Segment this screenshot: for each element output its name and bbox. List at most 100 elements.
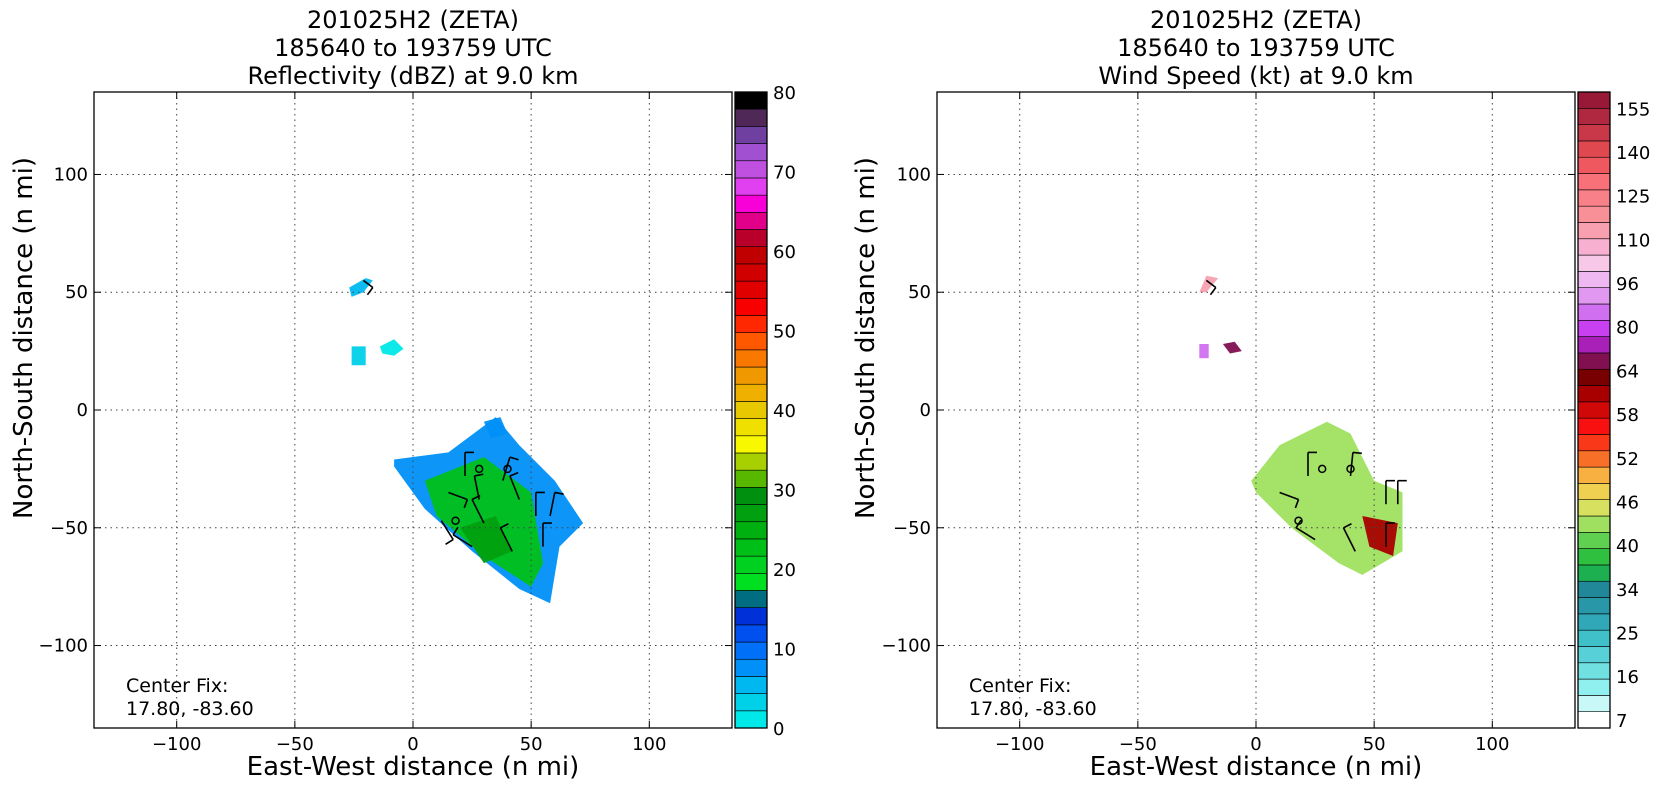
y-tick-label: 0 [920, 400, 931, 421]
colorbar-segment [1577, 91, 1611, 109]
colorbar-segment [1577, 532, 1611, 549]
colorbar-frame [734, 91, 768, 729]
wind-barb-shaft [362, 279, 374, 289]
colorbar-segment [734, 280, 768, 299]
colorbar-segment [1577, 564, 1611, 582]
wind-barb-shaft [471, 499, 485, 524]
colorbar-segment [1577, 662, 1611, 680]
colorbar-tick-label: 0 [773, 719, 784, 740]
colorbar-segment [734, 469, 768, 488]
colorbar-segment [1577, 450, 1611, 468]
calm-wind-marker [1317, 464, 1327, 474]
wind-barb [499, 523, 513, 552]
colorbar-segment [734, 504, 768, 523]
wind-barb-flag [509, 471, 519, 477]
echo-region [1222, 341, 1242, 354]
colorbar-segment [734, 418, 768, 437]
colorbar-segment [734, 538, 768, 557]
x-tick-label: −50 [1119, 734, 1157, 755]
colorbar-segment [1577, 222, 1611, 240]
y-axis-label: North-South distance (n mi) [9, 157, 39, 519]
colorbar-segment [1577, 597, 1611, 615]
colorbar-segment [734, 658, 768, 677]
colorbar-tick-label: 155 [1616, 99, 1650, 120]
colorbar-segment [1577, 417, 1611, 435]
colorbar-segment [1577, 124, 1611, 142]
panel-title-line-2: 185640 to 193759 UTC [1117, 34, 1395, 62]
colorbar-frame [1577, 91, 1611, 729]
echo-region [349, 278, 373, 297]
x-tick-label: 100 [632, 734, 666, 755]
wind-barb-flag [1294, 499, 1300, 509]
colorbar-segment [734, 401, 768, 419]
y-axis-label: North-South distance (n mi) [851, 157, 881, 519]
echo-region [1199, 344, 1209, 359]
colorbar-segment [1577, 548, 1611, 566]
wind-barb [535, 491, 545, 516]
colorbar-segment [1577, 156, 1611, 174]
panel-title-line-2: 185640 to 193759 UTC [274, 34, 552, 62]
colorbar-segment [1577, 646, 1611, 664]
x-tick-label: 0 [407, 734, 418, 755]
colorbar-segment [1577, 466, 1611, 484]
wind-barb [452, 526, 473, 548]
colorbar-segment [734, 676, 768, 694]
wind-barb-shaft [549, 492, 556, 517]
colorbar-segment [1577, 189, 1611, 207]
colorbar-segment [734, 91, 768, 110]
colorbar-tick-label: 40 [1616, 536, 1639, 557]
wind-barb-shaft [1295, 527, 1316, 541]
wind-barb [1279, 491, 1300, 509]
colorbar-tick-label: 30 [773, 481, 796, 502]
x-tick-label: 50 [1363, 734, 1386, 755]
calm-wind-marker [1346, 464, 1355, 474]
wind-barb-flag [554, 491, 564, 495]
echo-region [460, 516, 513, 564]
colorbar-segment [734, 212, 768, 230]
colorbar-segment [1577, 140, 1611, 158]
wind-barb [464, 451, 474, 476]
colorbar-segment [1577, 205, 1611, 223]
wind-barb-shaft [1205, 279, 1217, 289]
wind-barb-flag [463, 499, 469, 509]
wind-barb-shaft [499, 527, 513, 552]
plot-area: −100 −50 0 50 100 −100 −50 0 50 100 [39, 91, 733, 755]
colorbar-segment [734, 332, 768, 351]
colorbar-segment [734, 143, 768, 162]
colorbar-segment [734, 366, 768, 385]
wind-barb [1205, 279, 1217, 296]
center-fix-label: Center Fix: [126, 675, 228, 697]
x-axis-label: East-West distance (n mi) [1090, 752, 1423, 782]
echo-region [1199, 275, 1219, 293]
colorbar-segment [1577, 483, 1611, 500]
colorbar-tick-label: 52 [1616, 449, 1639, 470]
echo-region [1251, 421, 1403, 575]
panel-title-line-1: 201025H2 (ZETA) [307, 6, 519, 34]
y-tick-label: −100 [39, 636, 88, 657]
colorbar-segment [1577, 401, 1611, 419]
wind-barb-shaft [1279, 491, 1299, 501]
colorbar-segment [734, 383, 768, 402]
panel-title-line-3: Wind Speed (kt) at 9.0 km [1098, 62, 1413, 90]
colorbar-segment [734, 693, 768, 712]
wind-barb-flag [1343, 523, 1352, 529]
colorbar-segment [1577, 173, 1611, 191]
colorbar-tick-label: 60 [773, 242, 796, 263]
wind-barb-shaft [440, 520, 454, 540]
colorbar-segment [1577, 303, 1611, 321]
y-tick-label: 100 [54, 164, 88, 185]
colorbar-tick-label: 46 [1616, 492, 1639, 513]
colorbar-tick-label: 58 [1616, 405, 1639, 426]
y-tick-label: −50 [893, 518, 931, 539]
colorbar-segment [734, 246, 768, 265]
colorbar-segment [1577, 629, 1611, 647]
colorbar-segment [734, 435, 768, 454]
wind-speed-panel: 201025H2 (ZETA) 185640 to 193759 UTC Win… [851, 6, 1650, 782]
wind-barb [1385, 522, 1395, 547]
colorbar-tick-label: 96 [1616, 274, 1639, 295]
wind-barb-flag [366, 287, 374, 296]
calm-wind-marker [474, 464, 484, 474]
echo-region [379, 339, 404, 356]
colorbar-segment [734, 297, 768, 316]
